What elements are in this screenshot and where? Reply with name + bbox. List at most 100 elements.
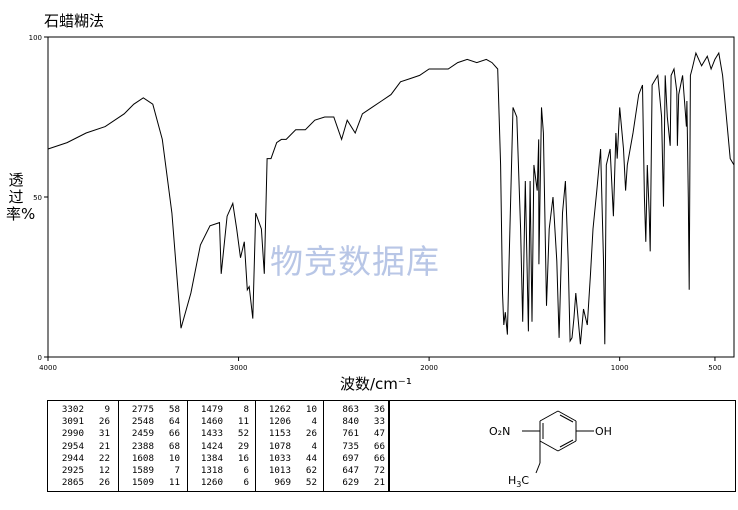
peak-wavenumber: 1318 bbox=[200, 465, 223, 477]
peak-transmittance: 21 bbox=[373, 477, 385, 489]
peak-table: 3302 9 3091 26 2990 31 2954 21 2944 22 2925 12 2865 2… bbox=[47, 400, 389, 492]
peak-transmittance: 52 bbox=[237, 428, 249, 440]
peak-wavenumber: 1033 bbox=[268, 452, 291, 464]
peak-table-row: 3302 9 bbox=[54, 404, 110, 416]
peak-wavenumber: 969 bbox=[274, 477, 291, 489]
peak-table-row: 2990 31 bbox=[54, 428, 110, 440]
peak-table-column: 1479 8 1460 11 1433 52 1424 29 1384 16 1318 6 1260 6 bbox=[193, 404, 249, 489]
ir-spectrum-plot: 4000 3000 2000 1000 500 0 50 100 bbox=[29, 34, 735, 372]
peak-table-row: 1262 10 bbox=[261, 404, 317, 416]
peak-table-row: 1013 62 bbox=[261, 465, 317, 477]
peak-transmittance: 8 bbox=[243, 404, 249, 415]
x-tick-label: 500 bbox=[708, 364, 721, 372]
peak-table-row: 2388 68 bbox=[124, 441, 180, 453]
peak-table-divider bbox=[187, 401, 188, 491]
peak-transmittance: 52 bbox=[305, 477, 317, 489]
x-tick-label: 1000 bbox=[611, 364, 629, 372]
peak-wavenumber: 3091 bbox=[61, 416, 84, 428]
y-tick-label: 50 bbox=[33, 194, 42, 202]
peak-transmittance: 64 bbox=[168, 416, 180, 428]
peak-wavenumber: 1013 bbox=[268, 465, 291, 477]
peak-table-divider bbox=[323, 401, 324, 491]
peak-transmittance: 66 bbox=[373, 440, 385, 452]
peak-table-divider bbox=[255, 401, 256, 491]
peak-table-row: 1460 11 bbox=[193, 416, 249, 428]
peak-wavenumber: 2865 bbox=[61, 477, 84, 489]
peak-table-row: 1033 44 bbox=[261, 453, 317, 465]
peak-transmittance: 22 bbox=[98, 452, 110, 464]
peak-table-row: 2459 66 bbox=[124, 428, 180, 440]
peak-wavenumber: 629 bbox=[342, 477, 359, 489]
peak-transmittance: 6 bbox=[243, 477, 249, 489]
peak-wavenumber: 2459 bbox=[131, 428, 154, 440]
peak-wavenumber: 647 bbox=[342, 465, 359, 477]
peak-table-row: 1424 29 bbox=[193, 441, 249, 453]
plot-frame bbox=[47, 36, 735, 358]
x-axis-label: 波数/cm⁻¹ bbox=[340, 375, 412, 393]
peak-wavenumber: 1206 bbox=[268, 416, 291, 428]
peak-wavenumber: 1260 bbox=[200, 477, 223, 489]
peak-transmittance: 33 bbox=[373, 416, 385, 428]
peak-wavenumber: 1262 bbox=[268, 404, 291, 415]
peak-table-row: 863 36 bbox=[329, 404, 385, 416]
peak-table-row: 2775 58 bbox=[124, 404, 180, 416]
peak-wavenumber: 3302 bbox=[61, 404, 84, 415]
peak-table-row: 2548 64 bbox=[124, 416, 180, 428]
peak-transmittance: 10 bbox=[305, 404, 317, 415]
structure-panel: O₂N OH H3C bbox=[389, 400, 736, 492]
peak-transmittance: 26 bbox=[98, 416, 110, 428]
nitro-label: O₂N bbox=[489, 425, 510, 438]
peak-table-row: 2925 12 bbox=[54, 465, 110, 477]
peak-table-divider bbox=[118, 401, 119, 491]
peak-wavenumber: 1433 bbox=[200, 428, 223, 440]
chart-title: 石蜡糊法 bbox=[44, 12, 105, 30]
x-tick-label: 3000 bbox=[230, 364, 248, 372]
peak-transmittance: 4 bbox=[311, 416, 317, 428]
peak-table-row: 1318 6 bbox=[193, 465, 249, 477]
peak-table-row: 1078 4 bbox=[261, 441, 317, 453]
peak-wavenumber: 761 bbox=[342, 428, 359, 440]
peak-wavenumber: 863 bbox=[342, 404, 359, 415]
peak-table-row: 1509 11 bbox=[124, 477, 180, 489]
peak-transmittance: 4 bbox=[311, 440, 317, 452]
peak-transmittance: 58 bbox=[168, 404, 180, 415]
peak-transmittance: 6 bbox=[243, 465, 249, 477]
peak-transmittance: 29 bbox=[237, 440, 249, 452]
peak-table-row: 647 72 bbox=[329, 465, 385, 477]
peak-table-column: 2775 58 2548 64 2459 66 2388 68 1608 10 1589 7 1509 1… bbox=[124, 404, 180, 489]
peak-table-row: 840 33 bbox=[329, 416, 385, 428]
peak-wavenumber: 1153 bbox=[268, 428, 291, 440]
peak-wavenumber: 2925 bbox=[61, 465, 84, 477]
peak-wavenumber: 1460 bbox=[200, 416, 223, 428]
peak-wavenumber: 697 bbox=[342, 452, 359, 464]
transmittance-line bbox=[47, 51, 735, 345]
peak-transmittance: 66 bbox=[373, 452, 385, 464]
methyl-label: H3C bbox=[508, 474, 529, 489]
peak-transmittance: 44 bbox=[305, 452, 317, 464]
peak-table-row: 3091 26 bbox=[54, 416, 110, 428]
peak-transmittance: 47 bbox=[373, 428, 385, 440]
peak-wavenumber: 1078 bbox=[268, 440, 291, 452]
peak-transmittance: 36 bbox=[373, 404, 385, 415]
peak-wavenumber: 735 bbox=[342, 440, 359, 452]
x-tick-label: 4000 bbox=[39, 364, 57, 372]
peak-wavenumber: 1384 bbox=[200, 452, 223, 464]
peak-wavenumber: 1589 bbox=[131, 465, 154, 477]
peak-wavenumber: 1509 bbox=[131, 477, 154, 489]
peak-table-row: 761 47 bbox=[329, 428, 385, 440]
peak-table-row: 1153 26 bbox=[261, 428, 317, 440]
peak-table-row: 2944 22 bbox=[54, 453, 110, 465]
peak-wavenumber: 1479 bbox=[200, 404, 223, 415]
peak-table-row: 629 21 bbox=[329, 477, 385, 489]
peak-wavenumber: 2990 bbox=[61, 428, 84, 440]
peak-table-row: 1433 52 bbox=[193, 428, 249, 440]
peak-table-row: 2865 26 bbox=[54, 477, 110, 489]
peak-transmittance: 21 bbox=[98, 440, 110, 452]
peak-transmittance: 72 bbox=[373, 465, 385, 477]
peak-table-row: 1206 4 bbox=[261, 416, 317, 428]
peak-table-row: 697 66 bbox=[329, 453, 385, 465]
peak-transmittance: 10 bbox=[168, 452, 180, 464]
peak-wavenumber: 2548 bbox=[131, 416, 154, 428]
peak-transmittance: 16 bbox=[237, 452, 249, 464]
peak-table-row: 2954 21 bbox=[54, 441, 110, 453]
